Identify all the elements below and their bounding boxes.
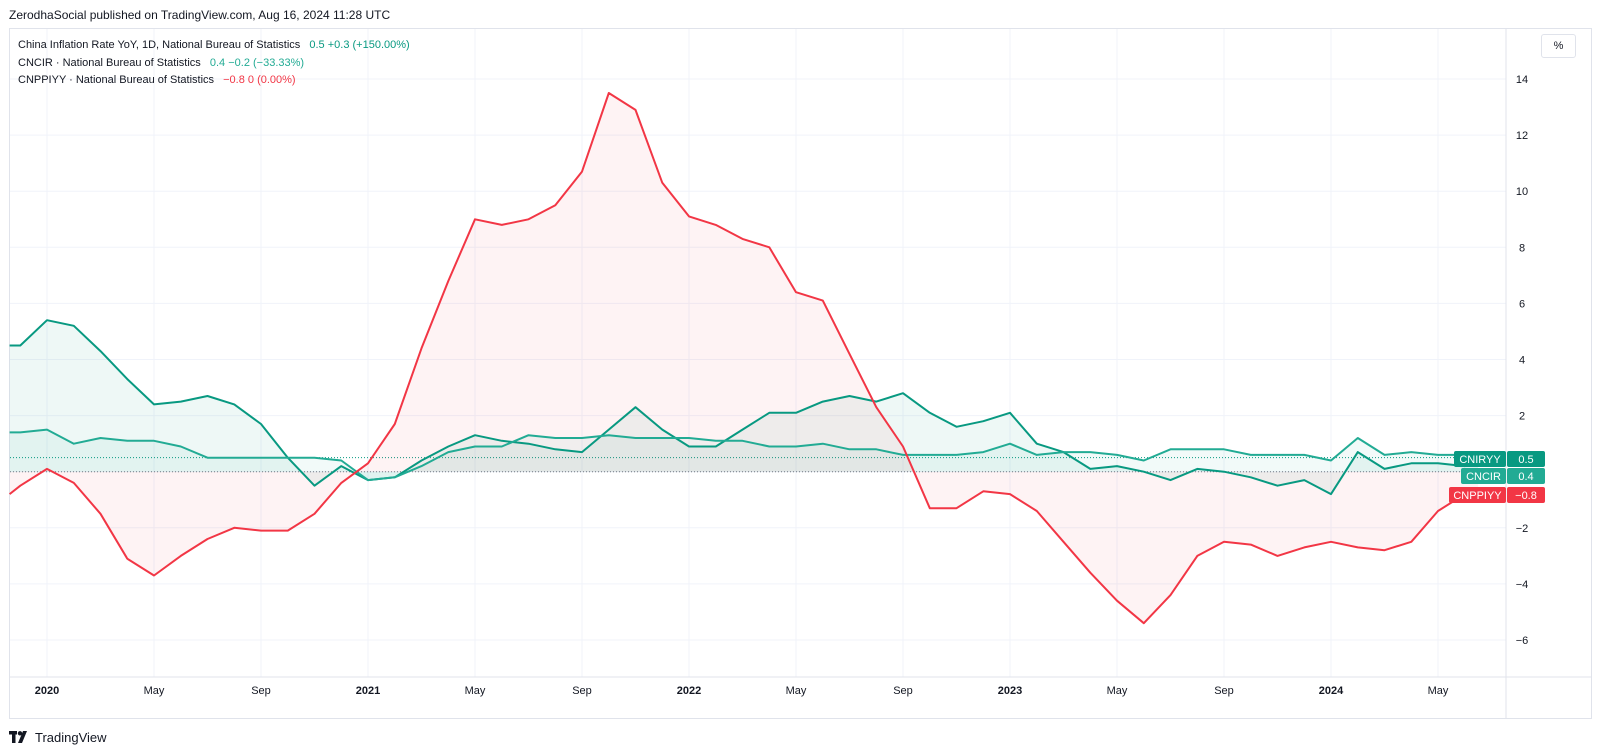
y-tick-label: 6 — [1519, 298, 1525, 310]
legend: China Inflation Rate YoY, 1D, National B… — [18, 37, 410, 90]
publish-info: ZerodhaSocial published on TradingView.c… — [9, 8, 391, 22]
area-fill-cnppiyy — [9, 93, 1479, 624]
price-tag-value-cniryy: 0.5 — [1518, 454, 1533, 466]
legend-series-value: 0.4 — [209, 56, 226, 69]
y-tick-label: 4 — [1519, 355, 1525, 367]
price-tag-name-bg-cnppiyy — [1449, 487, 1506, 503]
legend-series-name: China Inflation Rate YoY, 1D, National B… — [18, 39, 301, 51]
axes: 14 12 10 8 6 4 2 −2 −4 −6 2020 May Sep 2021 May Sep 2022… — [10, 29, 1592, 719]
legend-row-cncir[interactable]: CNCIR · National Bureau of Statistics 0.… — [18, 55, 410, 73]
legend-series-name: CNPPIYY · National Bureau of Statistics — [18, 74, 215, 86]
x-tick-label: May — [786, 685, 807, 697]
series-lines — [8, 92, 1479, 625]
percent-scale-button[interactable]: % — [1541, 34, 1576, 58]
price-tag-value-cncir: 0.4 — [1518, 471, 1533, 483]
x-tick-label: 2024 — [1319, 685, 1344, 697]
tradingview-logo[interactable]: TradingView — [9, 730, 107, 745]
legend-series-change: 0 (0.00%) — [247, 74, 296, 86]
price-tags: CNIRYY 0.5 CNCIR 0.4 CNPPIYY −0.8 — [1449, 451, 1545, 503]
price-tag-value-cnppiyy: −0.8 — [1515, 490, 1537, 502]
price-tag-name-bg-cniryy — [1454, 451, 1506, 467]
price-tag-name-cnppiyy: CNPPIYY — [1453, 490, 1502, 502]
legend-series-value: −0.8 — [223, 74, 245, 86]
tradingview-logo-icon — [9, 731, 27, 743]
x-tick-label: 2022 — [677, 685, 701, 697]
legend-row-cniryy[interactable]: China Inflation Rate YoY, 1D, National B… — [18, 37, 410, 55]
legend-row-cnppiyy[interactable]: CNPPIYY · National Bureau of Statistics … — [18, 72, 410, 90]
x-tick-label: Sep — [1214, 685, 1234, 697]
tradingview-brand-text: TradingView — [35, 730, 107, 745]
price-tag-value-bg-cncir — [1507, 468, 1545, 484]
y-tick-label: 8 — [1519, 242, 1525, 254]
price-tag-value-bg-cnppiyy — [1507, 487, 1545, 503]
x-tick-label: May — [144, 685, 165, 697]
series-line-cniryy[interactable] — [9, 319, 1479, 496]
x-tick-label: 2021 — [356, 685, 380, 697]
chart-frame — [9, 28, 1592, 719]
legend-series-value: 0.5 — [309, 39, 325, 51]
x-tick-label: 2020 — [35, 685, 59, 697]
area-fill-cniryy — [9, 320, 1479, 495]
x-tick-label: May — [1428, 685, 1449, 697]
x-tick-label: May — [465, 685, 486, 697]
series-line-cnppiyy[interactable] — [8, 92, 1479, 625]
series-fills — [9, 93, 1479, 624]
y-tick-label: 14 — [1516, 74, 1528, 86]
y-tick-label: −2 — [1516, 523, 1529, 535]
x-tick-label: May — [1107, 685, 1128, 697]
legend-series-change: −0.2 (−33.33%) — [228, 56, 305, 69]
y-tick-label: −6 — [1516, 635, 1529, 647]
price-tag-name-cniryy: CNIRYY — [1459, 454, 1501, 466]
legend-series-change: +0.3 (+150.00%) — [327, 39, 410, 51]
price-tag-name-bg-cncir — [1461, 468, 1506, 484]
y-tick-label: 10 — [1516, 186, 1528, 198]
y-tick-label: 2 — [1519, 411, 1525, 423]
series-line-cncir[interactable] — [9, 428, 1479, 482]
legend-series-name: CNCIR · National Bureau of Statistics — [18, 56, 201, 69]
x-tick-label: 2023 — [998, 685, 1022, 697]
y-tick-label: −4 — [1516, 579, 1529, 591]
x-tick-label: Sep — [572, 685, 592, 697]
x-tick-label: Sep — [893, 685, 913, 697]
x-tick-label: Sep — [251, 685, 271, 697]
price-tag-name-cncir: CNCIR — [1466, 471, 1501, 483]
y-tick-label: 12 — [1516, 130, 1528, 142]
price-tag-value-bg-cniryy — [1507, 451, 1545, 467]
